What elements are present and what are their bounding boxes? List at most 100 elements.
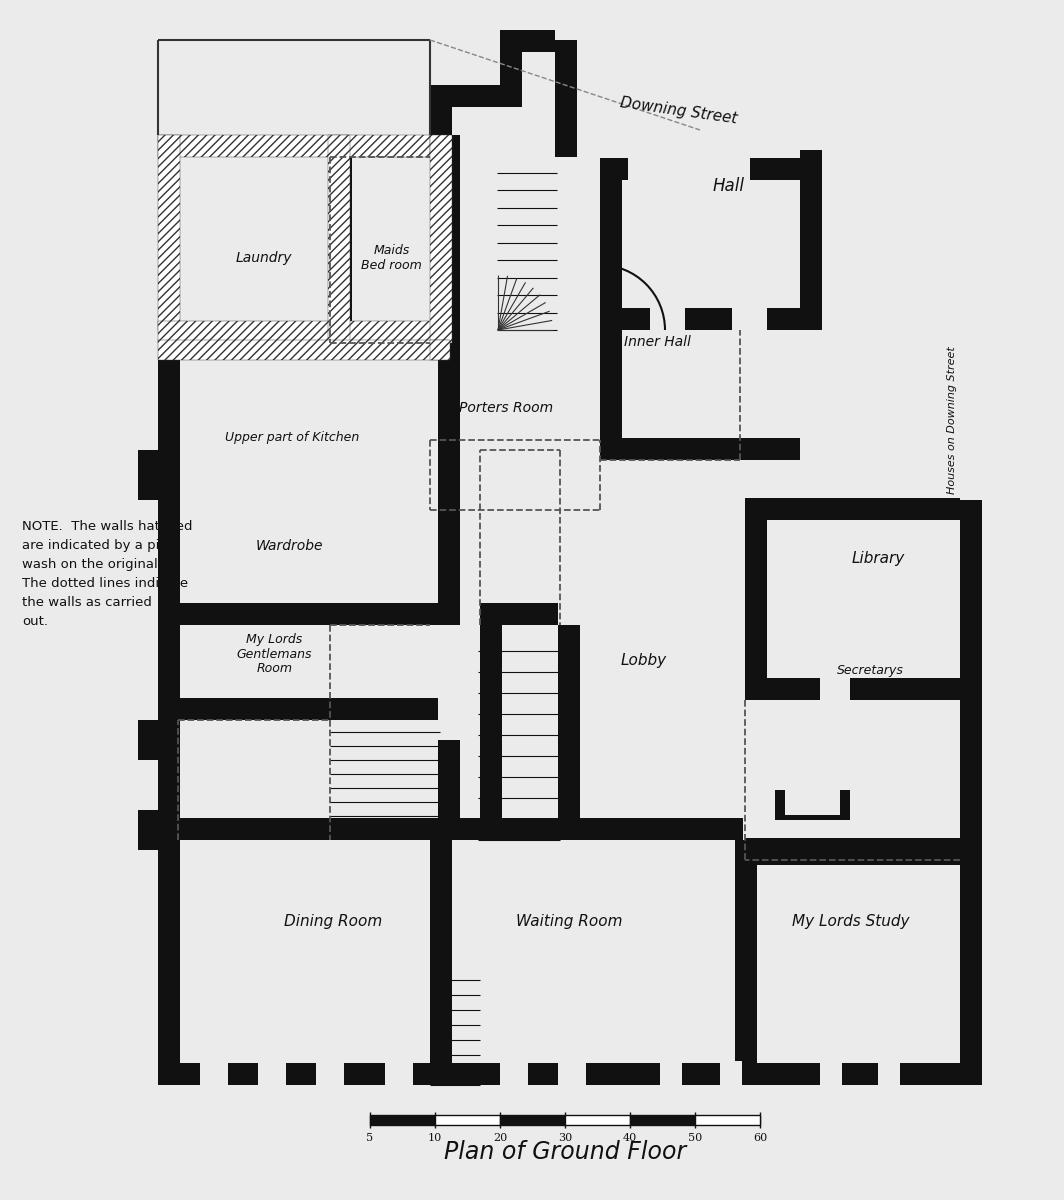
Text: 50: 50 xyxy=(687,1133,702,1142)
Bar xyxy=(138,720,157,760)
Bar xyxy=(500,30,555,52)
Text: My Lords
Gentlemans
Room: My Lords Gentlemans Room xyxy=(237,632,312,676)
Bar xyxy=(600,330,622,460)
Text: My Lords Study: My Lords Study xyxy=(793,914,910,929)
Bar xyxy=(745,498,960,520)
Bar xyxy=(328,134,350,343)
Bar xyxy=(430,85,500,107)
Bar xyxy=(157,134,430,157)
Bar xyxy=(820,1061,842,1085)
Text: Downing Street: Downing Street xyxy=(619,95,738,126)
Bar xyxy=(558,625,580,840)
Bar xyxy=(558,770,580,840)
Bar xyxy=(839,790,850,820)
Bar xyxy=(438,818,558,840)
Bar xyxy=(600,158,800,180)
Bar xyxy=(438,134,460,340)
Text: 20: 20 xyxy=(493,1133,508,1142)
Bar xyxy=(710,154,750,180)
Bar xyxy=(316,1061,344,1085)
Text: Upper part of Kitchen: Upper part of Kitchen xyxy=(226,432,360,444)
Bar xyxy=(558,1061,586,1085)
Text: Secretarys
Room: Secretarys Room xyxy=(837,664,903,692)
Bar xyxy=(500,1061,528,1085)
Text: Maids
Bed room: Maids Bed room xyxy=(361,244,422,272)
Text: 10: 10 xyxy=(428,1133,443,1142)
Bar xyxy=(430,340,450,360)
Bar xyxy=(157,602,438,625)
Bar xyxy=(695,1115,760,1126)
Bar xyxy=(257,1061,286,1085)
Bar xyxy=(745,838,960,860)
Bar xyxy=(480,625,502,840)
Bar xyxy=(720,1061,742,1085)
Bar xyxy=(735,840,757,1085)
Bar xyxy=(157,134,180,1085)
Text: Wardrobe: Wardrobe xyxy=(255,539,323,553)
Bar xyxy=(385,1061,413,1085)
Bar xyxy=(820,676,850,700)
Bar xyxy=(745,678,960,700)
Bar xyxy=(157,698,438,720)
Bar xyxy=(558,818,743,840)
Bar xyxy=(430,134,452,343)
Text: Houses on Downing Street: Houses on Downing Street xyxy=(947,346,958,494)
Bar xyxy=(960,500,982,700)
Bar xyxy=(438,740,460,840)
Bar xyxy=(138,810,157,850)
Bar xyxy=(630,1115,695,1126)
Bar xyxy=(500,1115,565,1126)
Bar xyxy=(600,438,800,460)
Bar xyxy=(600,180,622,330)
Bar xyxy=(745,520,767,700)
Text: 40: 40 xyxy=(622,1133,637,1142)
Bar xyxy=(660,156,710,180)
Bar xyxy=(628,154,668,180)
Text: Dining Room: Dining Room xyxy=(284,914,382,929)
Bar xyxy=(430,840,452,1085)
Bar xyxy=(438,330,460,625)
Text: Waiting Room: Waiting Room xyxy=(516,914,622,929)
Bar xyxy=(650,306,685,330)
Text: Lobby: Lobby xyxy=(620,653,667,667)
Bar xyxy=(157,818,438,840)
Text: 60: 60 xyxy=(753,1133,767,1142)
Text: NOTE.  The walls hatched
are indicated by a pink
wash on the original.
The dotte: NOTE. The walls hatched are indicated by… xyxy=(22,520,193,628)
Bar xyxy=(775,808,850,820)
Bar xyxy=(157,1063,960,1085)
Text: Hall: Hall xyxy=(713,176,745,194)
Bar xyxy=(200,1061,228,1085)
Bar xyxy=(435,1115,500,1126)
Bar xyxy=(660,1061,682,1085)
Text: Inner Hall: Inner Hall xyxy=(625,335,691,349)
Text: 30: 30 xyxy=(558,1133,572,1142)
Bar xyxy=(157,320,438,343)
Text: Plan of Ground Floor: Plan of Ground Floor xyxy=(444,1140,686,1164)
Bar xyxy=(775,790,785,820)
Bar xyxy=(330,134,352,330)
Text: Porters Room: Porters Room xyxy=(460,401,553,415)
Bar xyxy=(878,1061,900,1085)
Text: Library: Library xyxy=(851,551,904,565)
Bar xyxy=(960,860,982,1085)
Bar xyxy=(785,790,839,815)
Bar xyxy=(157,134,180,330)
Bar xyxy=(745,1063,960,1085)
Bar xyxy=(800,150,822,180)
Bar xyxy=(745,842,960,865)
Bar xyxy=(732,306,767,330)
Bar xyxy=(565,1115,630,1126)
Bar xyxy=(157,340,448,360)
Bar xyxy=(500,52,522,107)
Text: Laundry: Laundry xyxy=(235,251,293,265)
Text: 5: 5 xyxy=(366,1133,373,1142)
Bar xyxy=(480,602,558,625)
Bar xyxy=(555,40,577,157)
Bar xyxy=(138,450,157,500)
Bar xyxy=(157,134,180,330)
Bar xyxy=(960,700,982,860)
Bar xyxy=(370,1115,435,1126)
Bar xyxy=(800,180,822,330)
Bar xyxy=(600,158,628,180)
Bar xyxy=(430,107,452,157)
